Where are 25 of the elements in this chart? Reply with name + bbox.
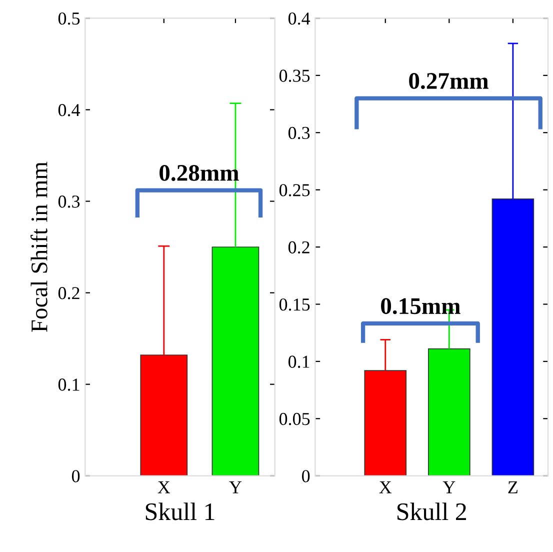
y-tick-label: 0.1 [288,356,310,368]
y-tick-label: 0.5 [58,12,80,25]
annotation: 0.15mm [381,298,460,314]
y-tick-label: 0.3 [58,196,80,208]
y-tick-label: 0 [72,470,80,482]
y-tick-label: 0.2 [58,287,80,300]
y-axis-title: Focal Shift in mm [30,162,48,332]
x-axis-title: Skull 1 [146,502,214,520]
y-tick-label: 0.3 [288,126,310,140]
y-tick-label: 0.4 [288,12,310,25]
x-tick-label: Y [442,481,456,494]
x-tick-label: X [158,481,170,494]
x-axis-title: Skull 2 [398,502,466,520]
y-tick-label: 0.1 [58,378,80,391]
x-tick-label: Z [508,481,518,494]
y-tick-label: 0.2 [288,241,310,254]
y-tick-label: 0.25 [279,184,310,196]
y-tick-label: 0.05 [279,412,310,426]
annotation: 0.27mm [409,72,488,90]
y-tick-label: 0 [302,470,310,482]
y-tick-label: 0.4 [58,104,80,116]
x-tick-label: X [379,481,392,494]
x-tick-label: Y [229,481,242,494]
y-tick-label: 0.35 [279,70,310,82]
y-tick-label: 0.15 [279,298,310,311]
